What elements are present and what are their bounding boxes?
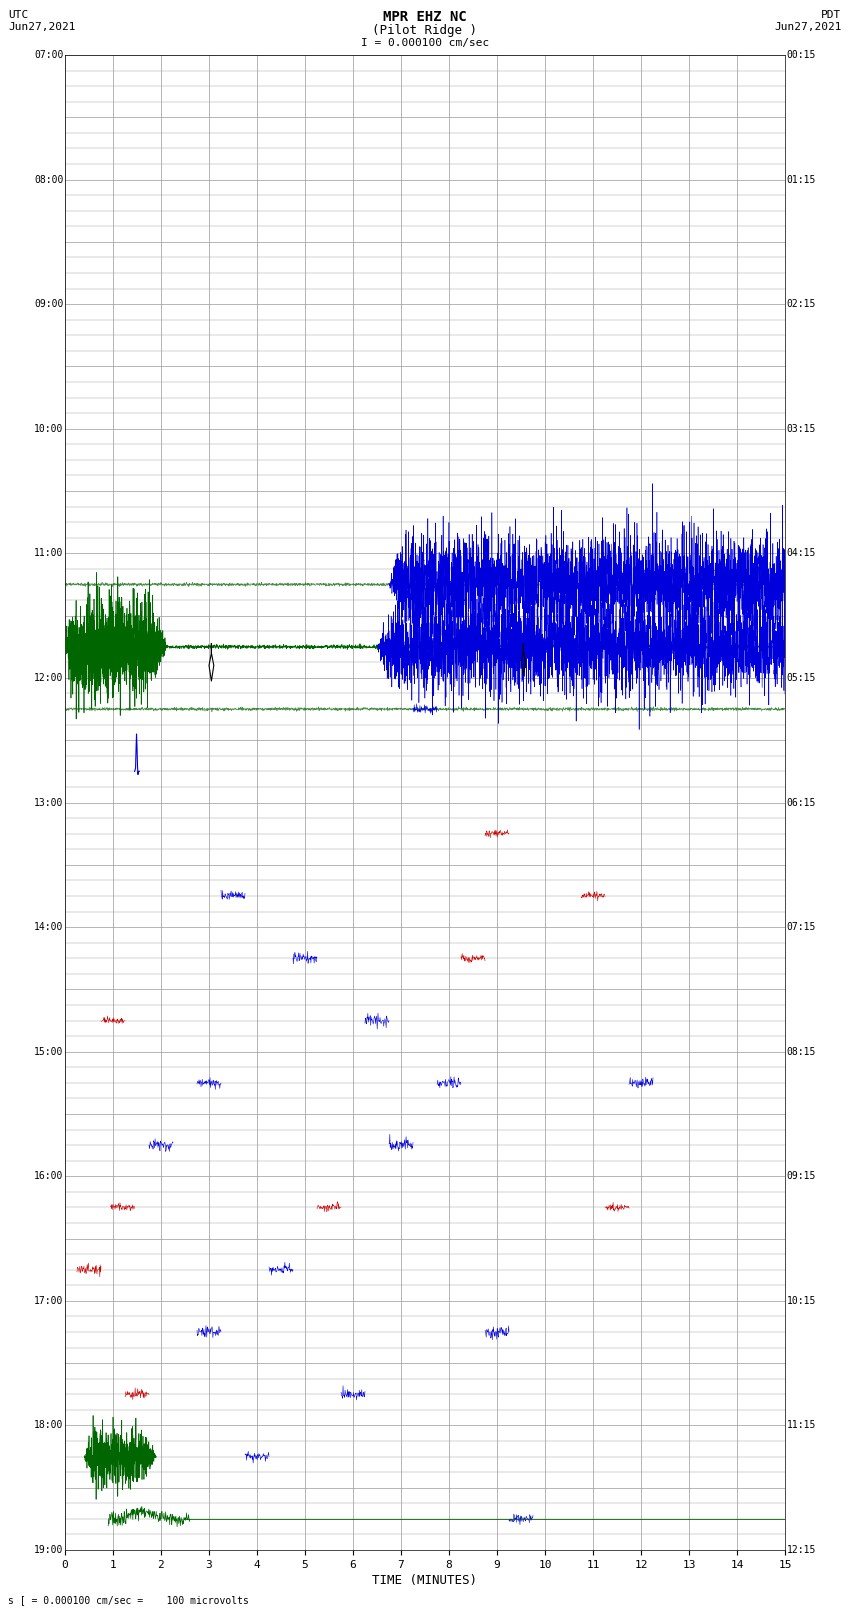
Text: 10:15: 10:15 <box>786 1295 816 1307</box>
Text: 11:00: 11:00 <box>34 548 64 558</box>
Text: PDT: PDT <box>821 10 842 19</box>
Text: MPR EHZ NC: MPR EHZ NC <box>383 10 467 24</box>
Text: 00:15: 00:15 <box>786 50 816 60</box>
Text: 16:00: 16:00 <box>34 1171 64 1181</box>
Text: 09:00: 09:00 <box>34 298 64 310</box>
Text: 14:00: 14:00 <box>34 923 64 932</box>
Text: 02:15: 02:15 <box>786 298 816 310</box>
Text: 12:15: 12:15 <box>786 1545 816 1555</box>
Text: s [ = 0.000100 cm/sec =    100 microvolts: s [ = 0.000100 cm/sec = 100 microvolts <box>8 1595 249 1605</box>
Text: 19:00: 19:00 <box>34 1545 64 1555</box>
Text: 06:15: 06:15 <box>786 797 816 808</box>
Text: I = 0.000100 cm/sec: I = 0.000100 cm/sec <box>361 39 489 48</box>
Text: 03:15: 03:15 <box>786 424 816 434</box>
Text: 17:00: 17:00 <box>34 1295 64 1307</box>
Text: 12:00: 12:00 <box>34 673 64 682</box>
Text: 07:00: 07:00 <box>34 50 64 60</box>
Text: (Pilot Ridge ): (Pilot Ridge ) <box>372 24 478 37</box>
Text: 08:00: 08:00 <box>34 174 64 184</box>
Text: 11:15: 11:15 <box>786 1421 816 1431</box>
Text: 10:00: 10:00 <box>34 424 64 434</box>
Text: UTC: UTC <box>8 10 29 19</box>
Text: 18:00: 18:00 <box>34 1421 64 1431</box>
X-axis label: TIME (MINUTES): TIME (MINUTES) <box>372 1574 478 1587</box>
Text: 13:00: 13:00 <box>34 797 64 808</box>
Text: 01:15: 01:15 <box>786 174 816 184</box>
Text: 08:15: 08:15 <box>786 1047 816 1057</box>
Text: 05:15: 05:15 <box>786 673 816 682</box>
Text: Jun27,2021: Jun27,2021 <box>774 23 842 32</box>
Text: 15:00: 15:00 <box>34 1047 64 1057</box>
Text: Jun27,2021: Jun27,2021 <box>8 23 76 32</box>
Text: 04:15: 04:15 <box>786 548 816 558</box>
Text: 07:15: 07:15 <box>786 923 816 932</box>
Text: 09:15: 09:15 <box>786 1171 816 1181</box>
